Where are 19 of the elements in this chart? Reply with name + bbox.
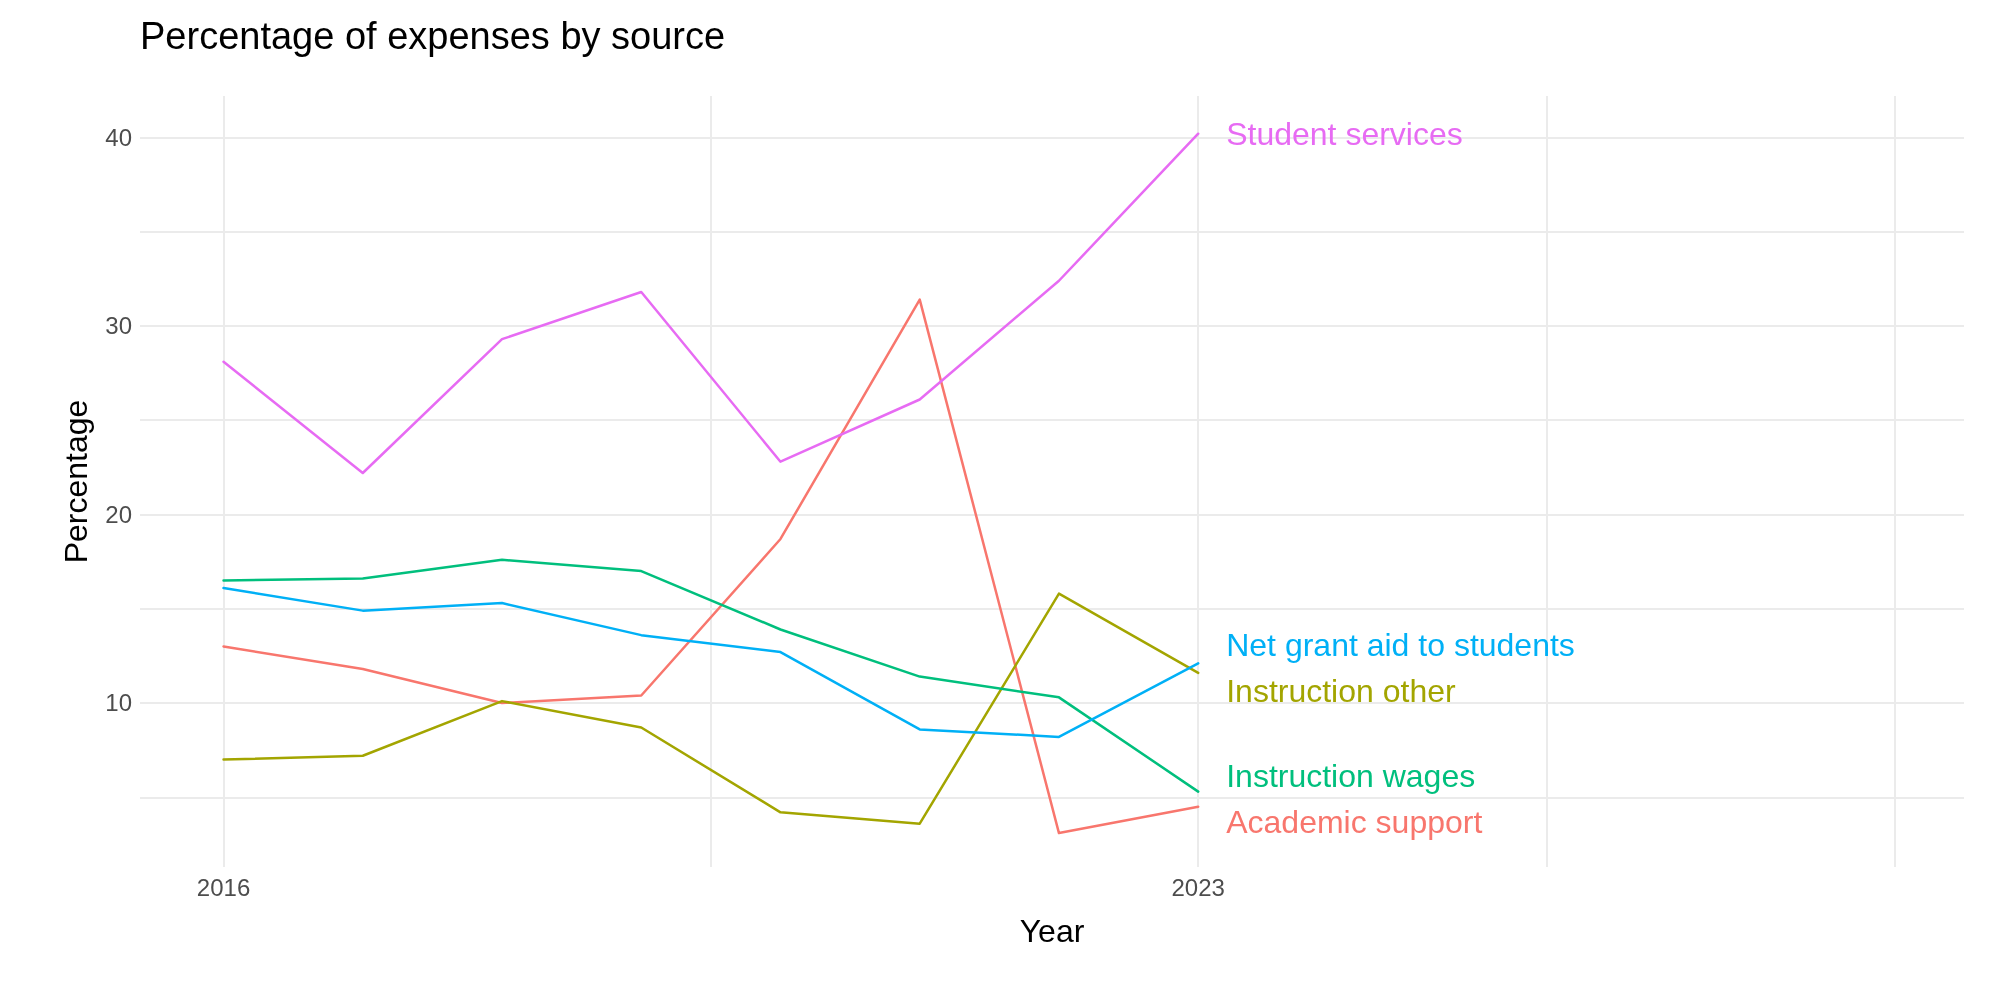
line-series — [222, 132, 1200, 475]
y-tick-label: 40 — [105, 123, 132, 151]
line-series — [222, 558, 1200, 793]
series-label: Instruction wages — [1226, 758, 1476, 795]
y-axis-title: Percentage — [58, 399, 94, 564]
line-series — [222, 298, 1200, 835]
line-series — [222, 592, 1200, 825]
y-tick-label: 10 — [105, 689, 132, 717]
x-axis-title: Year — [1019, 913, 1085, 949]
line-series — [222, 586, 1200, 739]
y-tick-label: 20 — [105, 500, 132, 528]
y-tick-label: 30 — [105, 312, 132, 340]
series-label: Instruction other — [1226, 673, 1456, 710]
series-label: Net grant aid to students — [1226, 627, 1575, 664]
x-tick-label: 2016 — [196, 873, 251, 901]
chart-title: Percentage of expenses by source — [140, 15, 726, 57]
series-label: Academic support — [1226, 804, 1483, 841]
series-label: Student services — [1226, 115, 1463, 152]
x-tick-label: 2023 — [1171, 873, 1225, 901]
